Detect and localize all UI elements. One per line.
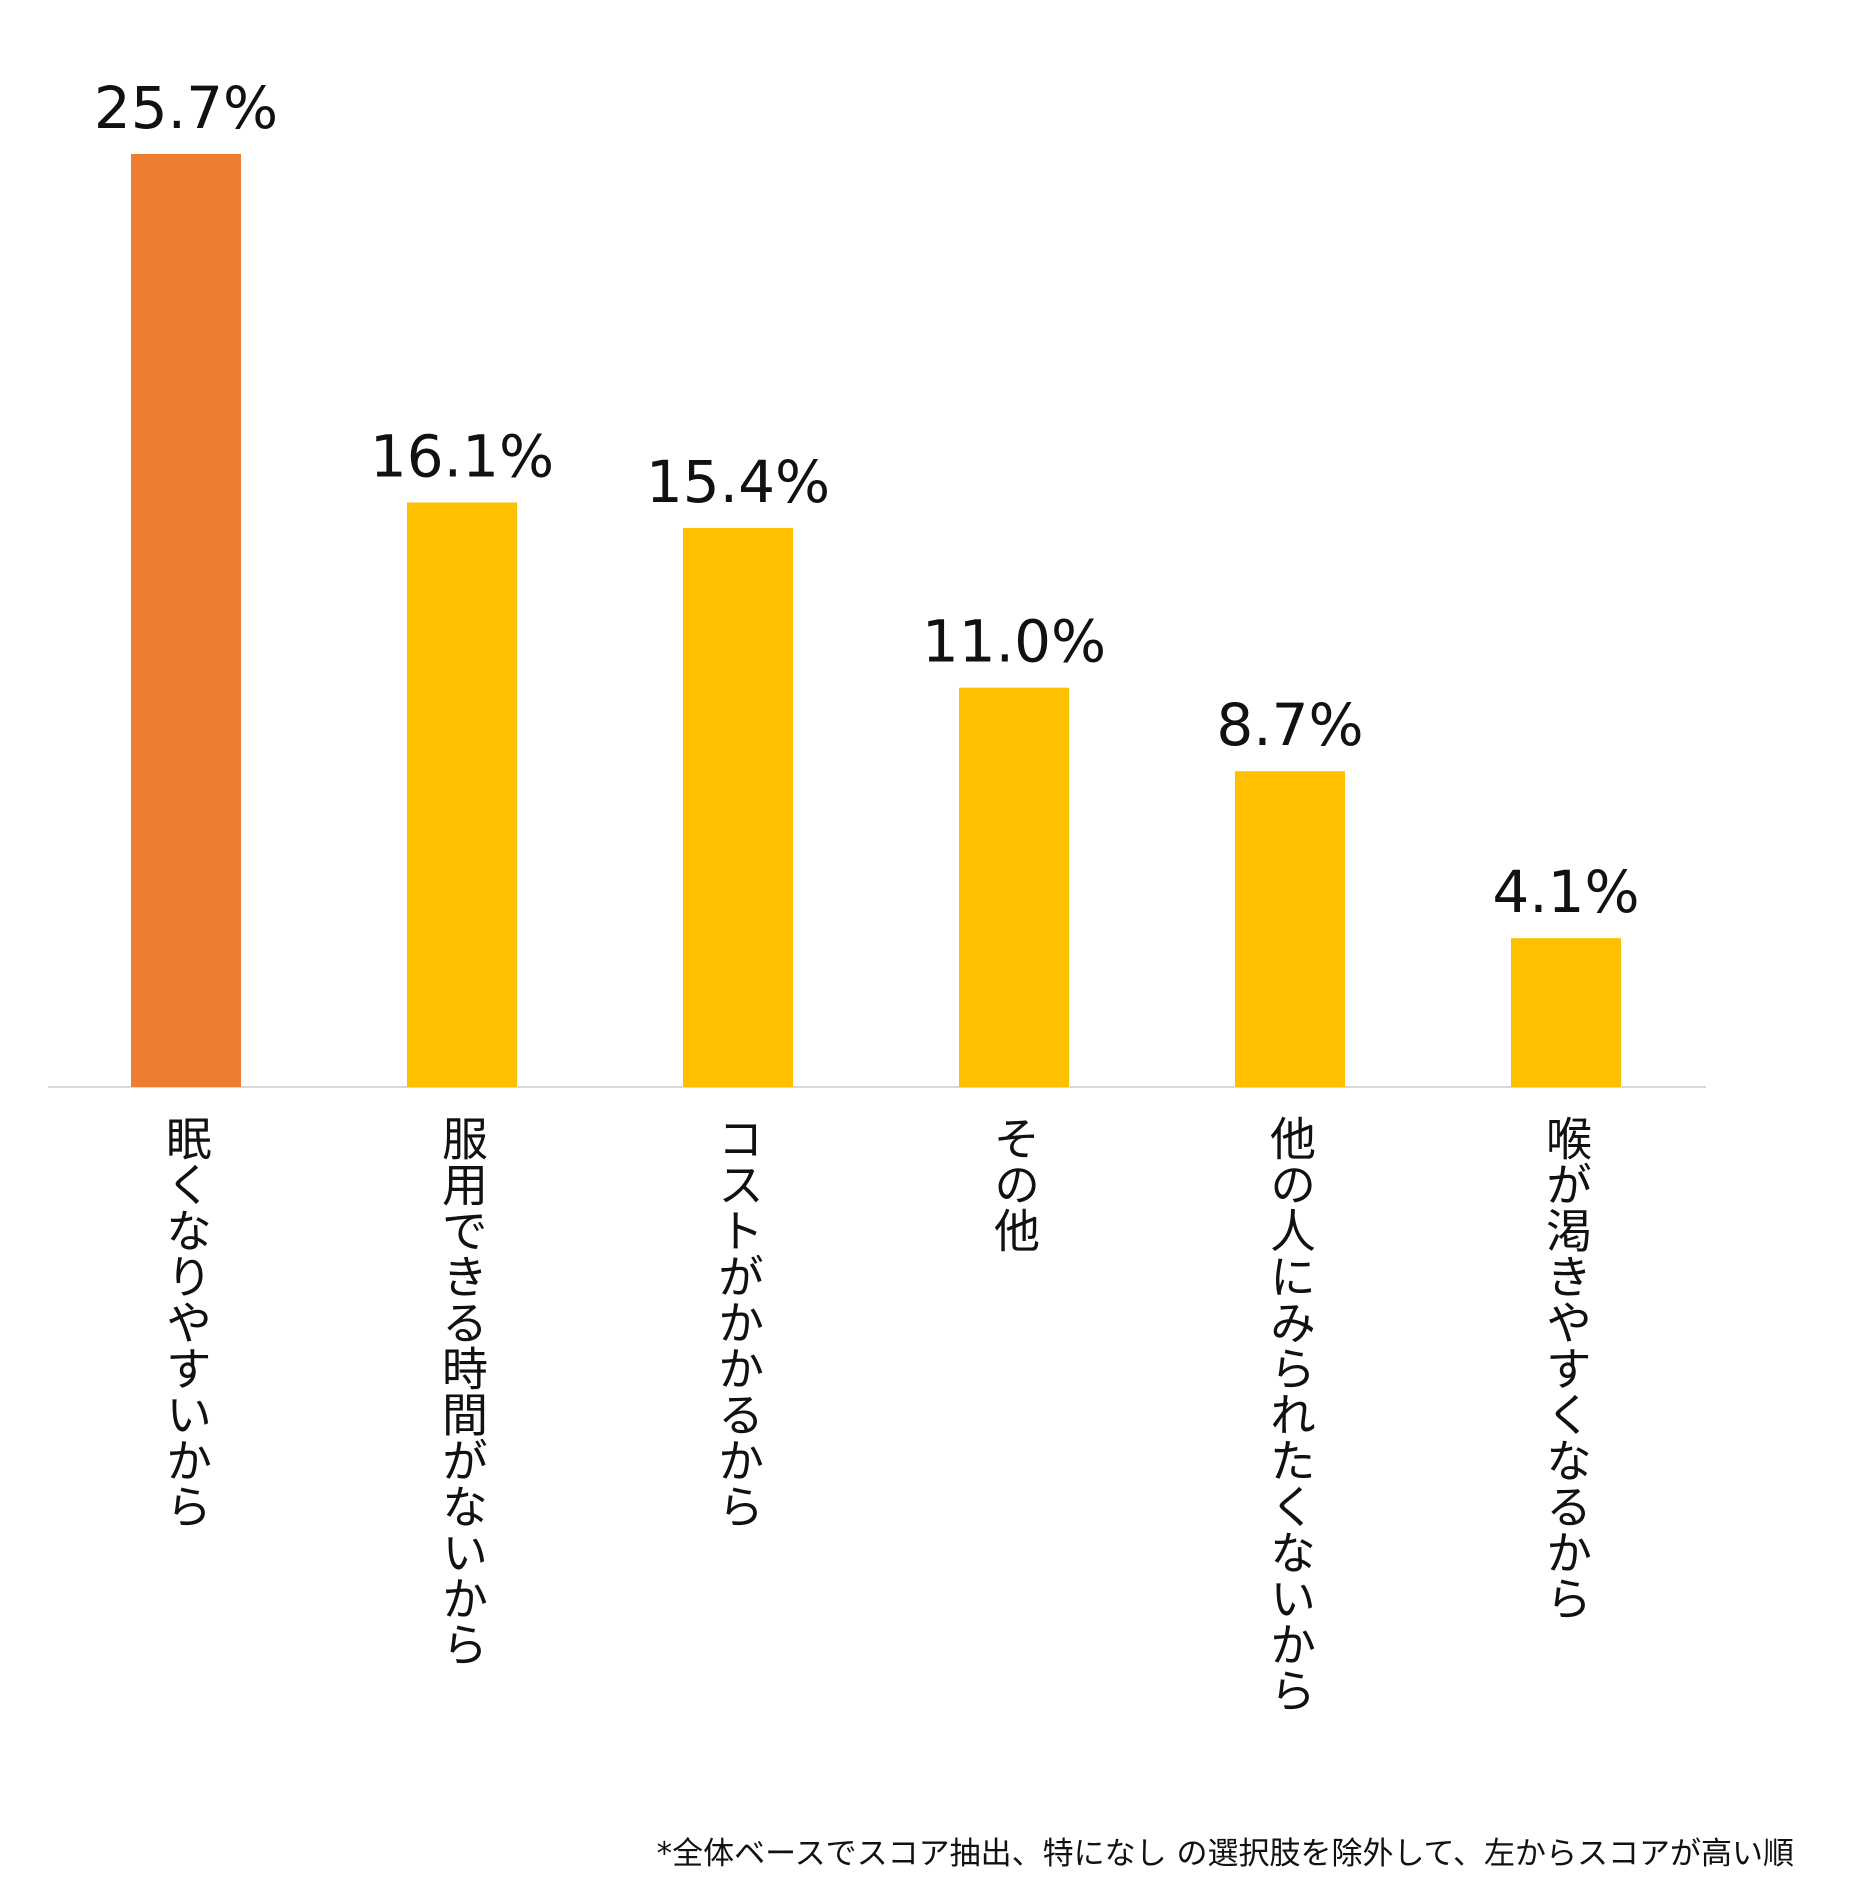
bar-1	[131, 154, 241, 1087]
bars-group	[131, 154, 1621, 1087]
category-label-6: 喉が渇きやすくなるから	[1539, 1115, 1593, 1621]
bar-3	[683, 527, 793, 1087]
value-label-5: 8.7%	[1216, 691, 1363, 759]
footnote: *全体ベースでスコア抽出、特になし の選択肢を除外して、左からスコアが高い順	[656, 1836, 1794, 1872]
value-label-3: 15.4%	[646, 448, 830, 516]
category-label-5: 他の人にみられたくないから	[1263, 1115, 1317, 1713]
category-labels-group: 眠くなりやすいから 服用できる時間がないから コストがかかるから その他 他の人にみられ…	[159, 1115, 1593, 1713]
category-label-3: コストがかかるから	[711, 1115, 765, 1529]
category-label-2: 服用できる時間がないから	[435, 1115, 489, 1667]
category-label-4: その他	[987, 1115, 1041, 1253]
bar-2	[407, 502, 517, 1087]
bar-4	[959, 687, 1069, 1087]
value-label-6: 4.1%	[1492, 858, 1639, 926]
bar-5	[1235, 771, 1345, 1087]
value-label-4: 11.0%	[922, 608, 1106, 676]
value-label-2: 16.1%	[370, 423, 554, 491]
bar-6	[1511, 938, 1621, 1087]
category-label-1: 眠くなりやすいから	[159, 1115, 213, 1529]
value-label-1: 25.7%	[94, 74, 278, 142]
value-labels-group: 25.7% 16.1% 15.4% 11.0% 8.7% 4.1%	[94, 74, 1640, 926]
